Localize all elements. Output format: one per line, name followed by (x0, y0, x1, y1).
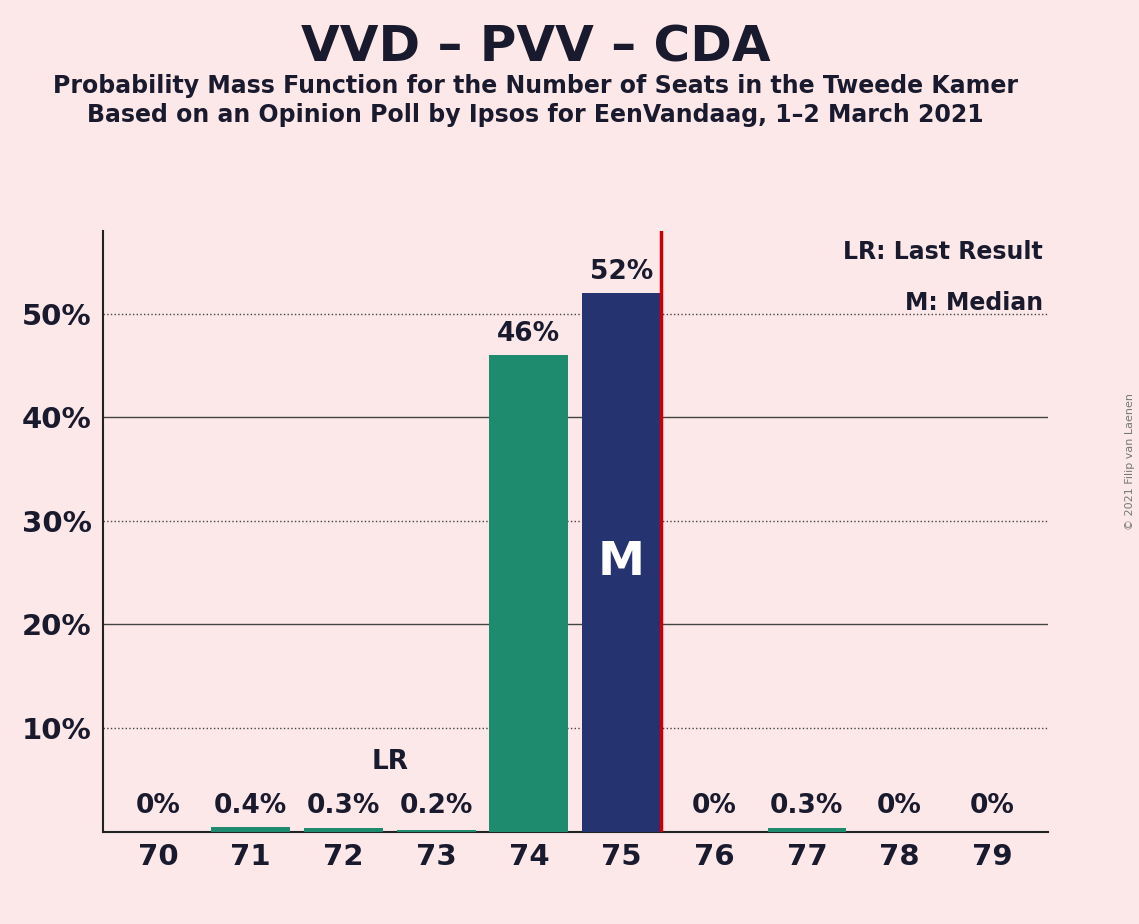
Text: 0.4%: 0.4% (214, 793, 287, 820)
Text: 0.2%: 0.2% (400, 793, 473, 820)
Text: 52%: 52% (590, 259, 653, 285)
Text: 0%: 0% (691, 793, 737, 820)
Text: 0%: 0% (969, 793, 1015, 820)
Bar (490, 355, 568, 832)
Bar (768, 829, 846, 832)
Bar (304, 829, 383, 832)
Text: 0%: 0% (877, 793, 923, 820)
Bar (396, 830, 476, 832)
Bar (582, 293, 661, 832)
Text: 0.3%: 0.3% (306, 793, 380, 820)
Text: M: M (598, 540, 645, 585)
Text: 46%: 46% (498, 321, 560, 347)
Text: LR: LR (371, 748, 408, 774)
Text: 0.3%: 0.3% (770, 793, 844, 820)
Text: LR: Last Result: LR: Last Result (843, 240, 1043, 264)
Text: Based on an Opinion Poll by Ipsos for EenVandaag, 1–2 March 2021: Based on an Opinion Poll by Ipsos for Ee… (87, 103, 984, 128)
Text: VVD – PVV – CDA: VVD – PVV – CDA (301, 23, 770, 71)
Text: Probability Mass Function for the Number of Seats in the Tweede Kamer: Probability Mass Function for the Number… (52, 74, 1018, 98)
Text: © 2021 Filip van Laenen: © 2021 Filip van Laenen (1125, 394, 1134, 530)
Text: M: Median: M: Median (906, 291, 1043, 315)
Bar (212, 828, 290, 832)
Text: 0%: 0% (136, 793, 181, 820)
